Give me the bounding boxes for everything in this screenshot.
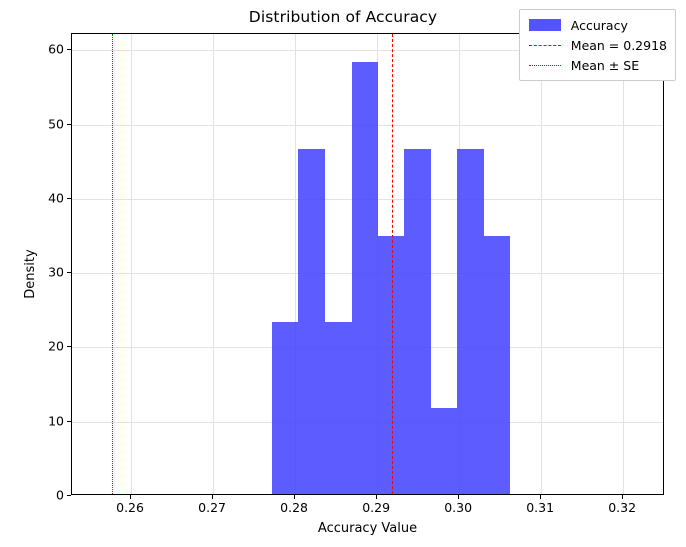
legend-label-mean-se: Mean ± SE — [570, 57, 640, 73]
y-tick-mark — [67, 49, 71, 51]
histogram-bar — [457, 148, 484, 494]
y-tick-label: 10 — [48, 413, 64, 429]
x-tick-label: 0.27 — [198, 500, 226, 515]
x-tick-mark — [540, 495, 542, 499]
x-tick-label: 0.32 — [608, 500, 637, 515]
legend-item-mean: Mean = 0.2918 — [528, 35, 667, 55]
histogram-bar — [325, 321, 352, 494]
legend-item-accuracy: Accuracy — [528, 15, 667, 35]
legend-label-mean: Mean = 0.2918 — [570, 37, 667, 53]
plot-area — [71, 33, 664, 495]
y-tick-label: 60 — [48, 41, 64, 57]
x-tick-mark — [458, 495, 460, 499]
mean-minus-se-line — [112, 34, 114, 494]
x-tick-label: 0.31 — [526, 500, 555, 515]
y-tick-mark — [67, 197, 71, 199]
x-tick-label: 0.26 — [116, 500, 144, 515]
y-tick-mark — [67, 495, 71, 496]
legend-label-accuracy: Accuracy — [570, 17, 628, 33]
x-axis-label: Accuracy Value — [317, 521, 418, 536]
y-tick-label: 30 — [48, 264, 64, 280]
y-tick-mark — [67, 123, 71, 125]
x-tick-mark — [376, 495, 378, 499]
gridline-vertical — [295, 34, 297, 494]
gridline-vertical — [623, 34, 625, 494]
x-tick-label: 0.30 — [444, 500, 473, 515]
gridline-vertical — [131, 34, 133, 494]
y-tick-mark — [67, 272, 71, 274]
y-tick-label: 50 — [48, 116, 64, 132]
gridline-horizontal — [72, 50, 663, 52]
chart-title: Distribution of Accuracy — [248, 8, 438, 26]
legend-swatch-patch-icon — [528, 19, 562, 32]
histogram-bar — [351, 62, 378, 494]
mean-line — [391, 34, 393, 494]
legend-swatch-dashed-line-icon — [528, 39, 562, 52]
x-tick-mark — [622, 495, 624, 499]
histogram-bar — [483, 235, 510, 494]
y-tick-mark — [67, 420, 71, 422]
x-tick-mark — [130, 495, 132, 499]
legend-item-mean-se: Mean ± SE — [528, 55, 667, 75]
x-tick-mark — [212, 495, 214, 499]
legend-swatch-dotted-line-icon — [528, 59, 562, 72]
histogram-bar — [377, 235, 405, 494]
gridline-vertical — [213, 34, 215, 494]
histogram-bar — [272, 321, 299, 494]
y-tick-label: 40 — [48, 190, 64, 206]
y-tick-label: 20 — [48, 338, 64, 354]
histogram-bar — [431, 407, 458, 494]
histogram-bar — [404, 148, 432, 494]
x-tick-label: 0.28 — [280, 500, 308, 515]
gridline-vertical — [541, 34, 543, 494]
y-tick-mark — [67, 346, 71, 348]
x-tick-mark — [294, 495, 296, 499]
legend: Accuracy Mean = 0.2918 Mean ± SE — [518, 9, 676, 81]
y-tick-label: 0 — [56, 487, 64, 503]
x-tick-label: 0.29 — [362, 500, 391, 515]
histogram-bar — [298, 148, 326, 494]
